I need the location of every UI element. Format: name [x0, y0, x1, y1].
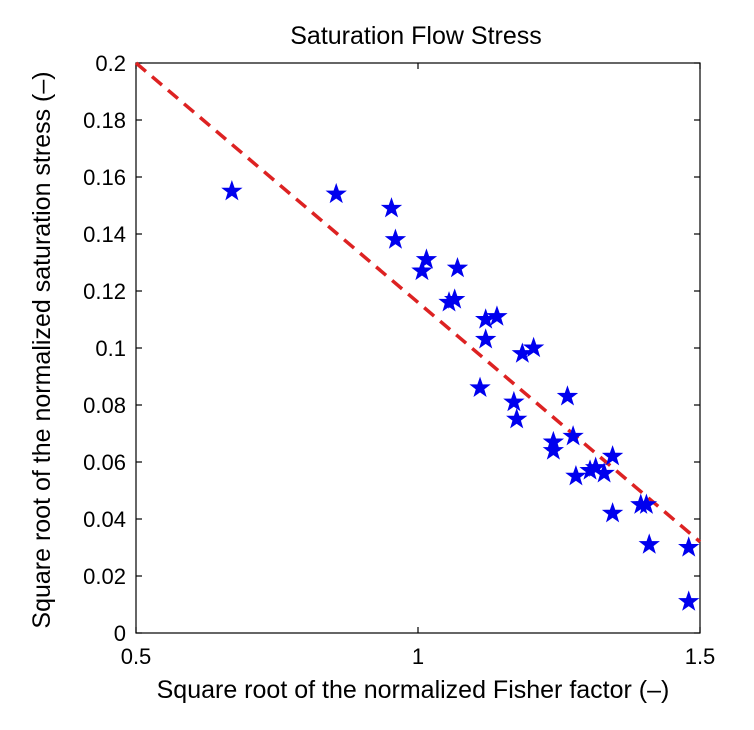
data-point-star	[446, 256, 469, 278]
data-point-star	[469, 376, 491, 397]
y-tick-label: 0.02	[83, 564, 126, 589]
x-tick-label: 0.5	[121, 644, 152, 669]
x-tick-label: 1	[412, 644, 424, 669]
data-point-star	[522, 336, 545, 358]
x-tick-label: 1.5	[685, 644, 716, 669]
data-point-star	[325, 182, 347, 204]
y-tick-label: 0.04	[83, 507, 126, 532]
data-point-star	[678, 536, 700, 557]
y-axis-label: Square root of the normalized saturation…	[28, 71, 56, 628]
data-point-star	[593, 462, 615, 483]
data-point-star	[486, 305, 508, 326]
y-tick-label: 0.14	[83, 222, 126, 247]
data-point-star	[678, 590, 700, 611]
y-tick-label: 0.2	[95, 51, 126, 76]
data-point-star	[384, 228, 407, 249]
y-tick-label: 0.06	[83, 450, 126, 475]
plot-area-frame	[135, 62, 701, 634]
x-axis: 0.5 1 1.5	[121, 63, 716, 669]
data-point-star	[221, 180, 243, 201]
y-tick-label: 0.1	[95, 336, 126, 361]
data-point-star	[584, 456, 607, 477]
y-axis: 0 0.02 0.04 0.06 0.08 0.1 0.12 0.14 0.16 0.18 0.2	[83, 51, 700, 646]
data-point-star	[503, 390, 525, 412]
data-point-star	[638, 533, 660, 554]
fit-line	[134, 61, 702, 544]
y-tick-label: 0.08	[83, 393, 126, 418]
data-point-star	[635, 493, 658, 514]
data-point-star	[506, 408, 528, 429]
data-point-star	[601, 502, 624, 523]
y-tick-label: 0	[114, 621, 126, 646]
data-point-star	[411, 259, 433, 281]
data-point-star	[565, 465, 587, 486]
data-point-star	[380, 197, 403, 218]
data-point-star	[542, 439, 565, 460]
data-points-layer	[221, 180, 700, 611]
chart-title: Saturation Flow Stress	[290, 22, 542, 50]
data-point-star	[415, 248, 438, 269]
y-tick-label: 0.18	[83, 108, 126, 133]
y-tick-label: 0.16	[83, 165, 126, 190]
data-point-star	[556, 385, 579, 406]
data-point-star	[562, 425, 584, 446]
data-point-star	[443, 288, 466, 309]
y-tick-label: 0.12	[83, 279, 126, 304]
x-axis-label: Square root of the normalized Fisher fac…	[157, 676, 670, 704]
fit-line-layer	[134, 61, 702, 544]
data-point-star	[601, 445, 624, 466]
data-point-star	[475, 328, 497, 349]
